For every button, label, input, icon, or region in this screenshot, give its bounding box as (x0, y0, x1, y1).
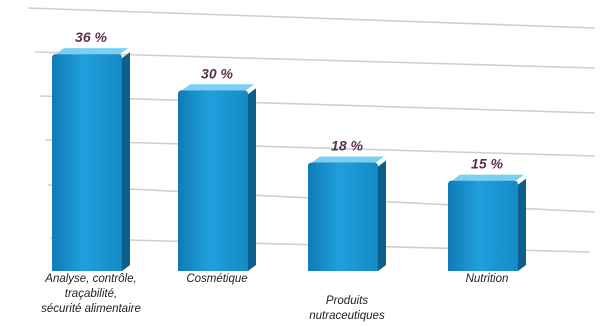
category-label: Nutrition (466, 273, 509, 285)
bar (448, 180, 518, 271)
bars (52, 48, 526, 271)
category-label-line: nutraceutiques (309, 310, 385, 322)
gridline (39, 95, 596, 114)
category-label-line: Nutrition (466, 273, 509, 285)
bar (178, 90, 248, 271)
bar (308, 162, 378, 271)
bar-top (452, 174, 524, 181)
category-label: Analyse, contrôle, traçabilité, sécurité a… (41, 273, 141, 315)
bar-top (312, 156, 384, 163)
value-label: 15 % (471, 156, 503, 172)
gridline (44, 139, 596, 157)
category-label-line: traçabilité, (65, 288, 117, 300)
value-label: 36 % (75, 29, 107, 45)
bar (52, 54, 122, 271)
gridline (27, 7, 596, 29)
category-label: Cosmétique (186, 273, 247, 285)
value-label: 30 % (201, 65, 233, 81)
category-label-line: Produits (326, 295, 368, 307)
category-label-line: Analyse, contrôle, (44, 273, 136, 285)
category-label: Produits nutraceutiques (309, 295, 385, 322)
category-label-line: Cosmétique (186, 273, 247, 285)
value-label: 18 % (331, 138, 363, 154)
bar-side (378, 160, 386, 271)
category-label-line: sécurité alimentaire (41, 303, 141, 315)
labels: 36 % Analyse, contrôle, traçabilité, sécuri… (41, 29, 508, 322)
bar-side (248, 88, 256, 271)
bar-top (56, 48, 128, 55)
bar-side (122, 52, 130, 271)
bar-top (182, 84, 254, 91)
bar-side (518, 178, 526, 271)
